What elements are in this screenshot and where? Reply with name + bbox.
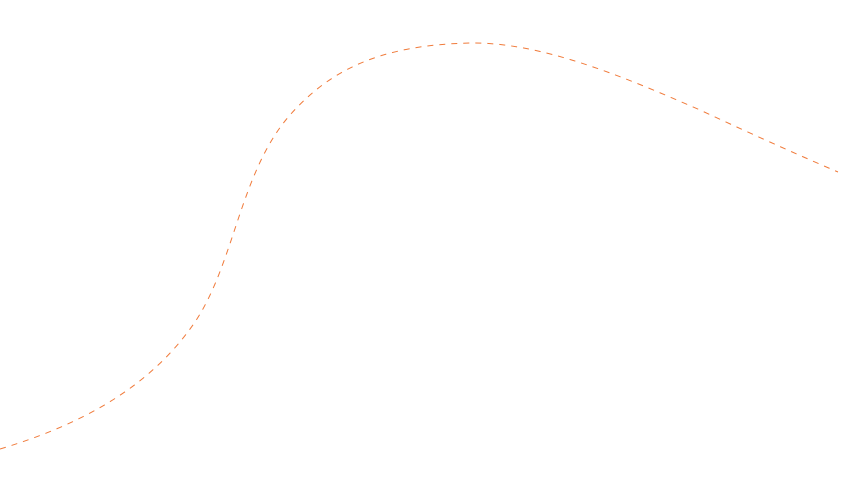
dashed-curve	[0, 42, 839, 450]
